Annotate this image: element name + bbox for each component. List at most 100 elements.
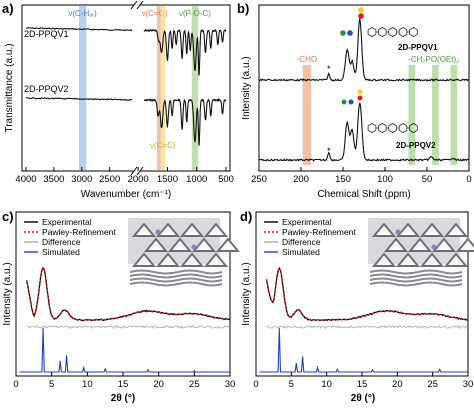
panel-a-series-1: 2D-PPQV1 xyxy=(24,29,69,39)
crystal-pore xyxy=(395,252,421,267)
legend-label-pd-1: Pawley-Refinement xyxy=(282,227,356,237)
xtick-label-b: 250 xyxy=(251,174,267,185)
xtick-label-pd: 0 xyxy=(253,379,258,390)
xtick-label-pc: 15 xyxy=(118,379,129,390)
panel-a-series-2: 2D-PPQV2 xyxy=(24,84,69,94)
xtick-label-a: 4000 xyxy=(15,174,36,185)
crystal-pore xyxy=(395,222,421,237)
crystal-stacking-layer xyxy=(129,273,223,279)
xtick-label-a: 1500 xyxy=(157,174,178,185)
band-label-b-cho: -CHO xyxy=(297,55,317,64)
series-difference-pd xyxy=(266,324,469,330)
molecule-structure-2 xyxy=(367,123,418,133)
crystal-structure-c xyxy=(128,218,241,287)
panel-c-xlabel: 2θ (°) xyxy=(111,393,135,404)
xtick-label-pc: 10 xyxy=(82,379,93,390)
nmr-curve-ppqv1 xyxy=(258,18,470,82)
crystal-pore xyxy=(455,237,474,252)
panel-d-legend: ExperimentalPawley-RefinementDifferenceS… xyxy=(264,217,356,257)
panel-b-series-2: 2D-PPQV2 xyxy=(396,141,436,150)
axis-break-gap xyxy=(134,168,140,174)
xtick-label-a: 1000 xyxy=(186,174,207,185)
benzene-ring xyxy=(398,27,408,37)
marker-dot-red-2 xyxy=(357,95,363,101)
series-difference-pc xyxy=(26,325,231,330)
benzene-ring xyxy=(378,27,387,37)
crystal-pore xyxy=(203,252,229,267)
panel-label-d: d) xyxy=(240,209,252,224)
band-b-green-0 xyxy=(408,65,416,165)
crystal-stacking-layer xyxy=(129,281,223,287)
band-a-1 xyxy=(156,6,161,170)
series-simulated-pc xyxy=(19,327,230,373)
ftir-curve-ppqv2-right xyxy=(143,97,227,146)
band-b-green-1 xyxy=(432,65,439,165)
crystal-structure-d xyxy=(368,218,474,287)
ftir-curve-ppqv1-right xyxy=(143,28,227,76)
crystal-pore xyxy=(407,237,433,252)
ftir-curve-ppqv1-left xyxy=(25,27,133,32)
series-simulated-pd xyxy=(259,327,468,373)
crystal-atom xyxy=(431,244,437,250)
panel-label-a: a) xyxy=(2,1,14,16)
xtick-label-a: 2500 xyxy=(99,174,120,185)
xtick-label-pd: 25 xyxy=(427,379,438,390)
benzene-ring xyxy=(409,27,418,37)
crystal-stacking-layer xyxy=(129,269,223,275)
xtick-label-pc: 25 xyxy=(189,379,200,390)
benzene-ring xyxy=(367,123,377,133)
panel-b-frame xyxy=(258,4,470,172)
crystal-pore xyxy=(371,252,397,267)
xtick-label-a: 2000 xyxy=(128,174,149,185)
panel-c-pxrd: c) 0 5 10 15 20 25 30 ExperimentalPawley-Refin… xyxy=(2,209,241,404)
panel-a-frame xyxy=(21,4,231,172)
panel-a-xlabel: Wavenumber (cm⁻¹) xyxy=(81,189,171,200)
legend-label-pd-2: Difference xyxy=(282,237,321,247)
series-experimental-pd xyxy=(265,266,469,322)
panel-b-nmr: b) -CHO -CH₂PO(OEt)₂ * * 250 200 150 100 50 0 I… xyxy=(237,1,472,200)
band-a-3 xyxy=(191,6,199,170)
axis-break-mark xyxy=(130,0,138,10)
crystal-pore xyxy=(179,222,205,237)
panel-label-c: c) xyxy=(2,209,14,224)
band-b-green-2 xyxy=(450,65,458,165)
panel-d-xlabel: 2θ (°) xyxy=(351,393,375,404)
marker-dot-green xyxy=(340,30,346,36)
legend-label-pc-0: Experimental xyxy=(42,217,92,227)
marker-dot-blue-2 xyxy=(348,99,354,105)
xtick-label-a: 3500 xyxy=(43,174,64,185)
crystal-pore xyxy=(155,222,181,237)
xtick-label-pc: 5 xyxy=(49,379,54,390)
marker-dot-blue xyxy=(347,30,353,36)
axis-break-mark xyxy=(130,166,138,176)
crystal-pore xyxy=(431,237,457,252)
crystal-stacking-layer xyxy=(369,273,463,279)
panel-b-series-1: 2D-PPQV1 xyxy=(398,43,438,52)
crystal-stacking-layer xyxy=(129,277,223,283)
panel-d-ylabel: Intensity (a.u.) xyxy=(241,262,252,325)
legend-label-pd-0: Experimental xyxy=(282,217,332,227)
asterisk-2: * xyxy=(327,146,331,156)
crystal-pore xyxy=(143,237,169,252)
crystal-atom xyxy=(191,244,197,250)
band-label-a-2: ν(C=C) xyxy=(150,141,176,150)
crystal-pore xyxy=(179,252,205,267)
band-label-a-1: ν(C=O) xyxy=(142,9,168,18)
xtick-label-pd: 10 xyxy=(321,379,332,390)
band-a-2 xyxy=(161,6,166,170)
benzene-ring xyxy=(367,27,377,37)
band-a-0 xyxy=(79,6,87,170)
legend-label-pc-1: Pawley-Refinement xyxy=(42,227,116,237)
band-label-b-ch2: -CH₂PO(OEt)₂ xyxy=(408,55,459,64)
xtick-label-pd: 15 xyxy=(357,379,368,390)
xtick-label-b: 50 xyxy=(422,174,433,185)
benzene-ring xyxy=(398,123,408,133)
benzene-ring xyxy=(378,123,387,133)
xtick-label-b: 150 xyxy=(335,174,351,185)
asterisk-1: * xyxy=(327,64,331,74)
xtick-label-pc: 20 xyxy=(153,379,164,390)
crystal-atom xyxy=(395,229,401,235)
panel-c-ylabel: Intensity (a.u.) xyxy=(2,262,13,325)
crystal-pore xyxy=(215,237,241,252)
